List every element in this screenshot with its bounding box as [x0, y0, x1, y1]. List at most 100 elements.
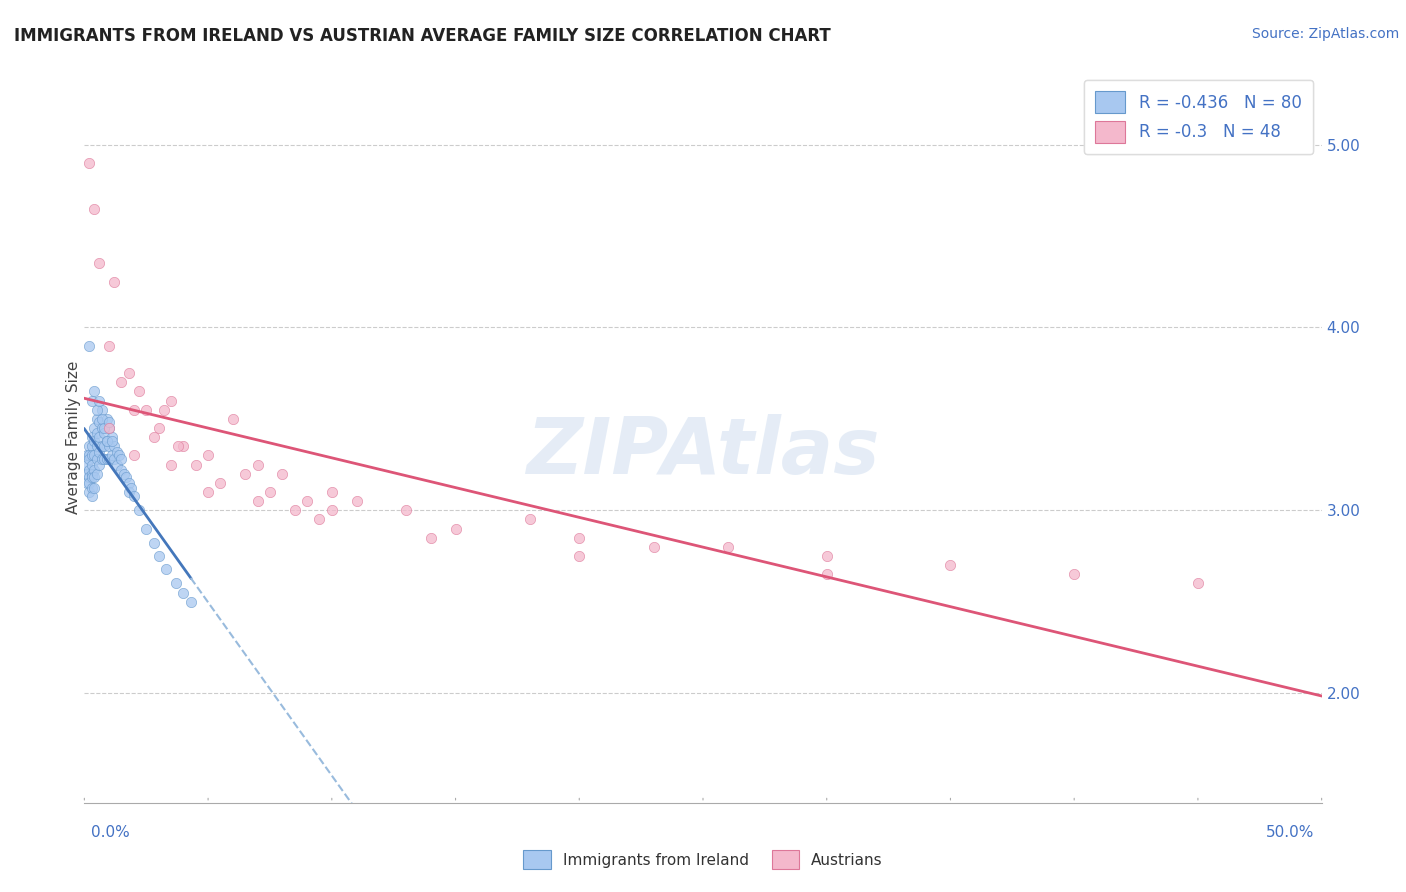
Point [86, 439, 108, 453]
Point [128, 503, 150, 517]
Point [89, 444, 111, 458]
Point [86, 452, 108, 467]
Point [717, 540, 740, 554]
Point [172, 439, 194, 453]
Point [93, 439, 115, 453]
Point [89, 430, 111, 444]
Point [98, 439, 121, 453]
Point [148, 421, 170, 435]
Point [122, 402, 145, 417]
Point [96, 434, 118, 448]
Point [271, 467, 294, 481]
Point [110, 375, 132, 389]
Point [395, 503, 418, 517]
Point [209, 475, 232, 490]
Point [142, 430, 165, 444]
Point [98, 421, 121, 435]
Point [233, 467, 256, 481]
Point [80, 439, 103, 453]
Point [96, 434, 118, 448]
Point [197, 485, 219, 500]
Point [160, 458, 183, 472]
Point [96, 412, 118, 426]
Point [295, 494, 318, 508]
Point [118, 485, 141, 500]
Point [80, 430, 103, 444]
Point [184, 458, 207, 472]
Point [76, 449, 98, 463]
Text: 50.0%: 50.0% [1267, 825, 1315, 840]
Point [79, 439, 101, 453]
Point [103, 439, 125, 453]
Point [83, 481, 105, 495]
Point [122, 449, 145, 463]
Point [172, 585, 194, 599]
Point [93, 421, 115, 435]
Point [83, 463, 105, 477]
Point [135, 521, 157, 535]
Point [98, 421, 121, 435]
Point [83, 434, 105, 448]
Point [80, 481, 103, 495]
Point [103, 275, 125, 289]
Point [83, 421, 105, 435]
Point [346, 494, 368, 508]
Point [98, 452, 121, 467]
Point [110, 463, 132, 477]
Point [80, 470, 103, 484]
Point [246, 494, 269, 508]
Point [419, 531, 441, 545]
Point [79, 475, 101, 490]
Point [1063, 567, 1085, 582]
Point [100, 449, 122, 463]
Point [122, 489, 145, 503]
Point [90, 402, 112, 417]
Point [76, 458, 98, 472]
Point [197, 449, 219, 463]
Text: 0.0%: 0.0% [91, 825, 131, 840]
Point [148, 549, 170, 563]
Point [321, 485, 343, 500]
Point [86, 467, 108, 481]
Point [86, 426, 108, 441]
Point [80, 467, 103, 481]
Point [89, 256, 111, 270]
Point [105, 444, 128, 458]
Point [103, 452, 125, 467]
Point [568, 549, 591, 563]
Point [444, 521, 467, 535]
Point [118, 366, 141, 380]
Point [165, 576, 187, 591]
Point [93, 426, 115, 441]
Point [83, 470, 105, 484]
Point [89, 416, 111, 430]
Legend: Immigrants from Ireland, Austrians: Immigrants from Ireland, Austrians [517, 844, 889, 875]
Point [80, 449, 103, 463]
Text: ZIPAtlas: ZIPAtlas [526, 414, 880, 490]
Point [284, 503, 307, 517]
Point [568, 531, 591, 545]
Point [79, 155, 101, 169]
Point [259, 485, 281, 500]
Point [90, 421, 112, 435]
Point [83, 202, 105, 216]
Point [155, 562, 177, 576]
Point [96, 452, 118, 467]
Point [86, 402, 108, 417]
Point [79, 485, 101, 500]
Point [152, 402, 174, 417]
Point [180, 594, 202, 608]
Point [80, 458, 103, 472]
Point [939, 558, 962, 573]
Point [815, 549, 838, 563]
Point [93, 452, 115, 467]
Point [86, 412, 108, 426]
Point [79, 463, 101, 477]
Point [90, 452, 112, 467]
Text: IMMIGRANTS FROM IRELAND VS AUSTRIAN AVERAGE FAMILY SIZE CORRELATION CHART: IMMIGRANTS FROM IRELAND VS AUSTRIAN AVER… [14, 27, 831, 45]
Point [110, 452, 132, 467]
Point [112, 467, 135, 481]
Point [128, 384, 150, 399]
Point [246, 458, 269, 472]
Point [90, 439, 112, 453]
